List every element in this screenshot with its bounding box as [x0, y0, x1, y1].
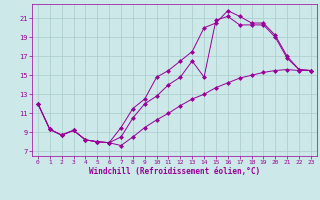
X-axis label: Windchill (Refroidissement éolien,°C): Windchill (Refroidissement éolien,°C) — [89, 167, 260, 176]
